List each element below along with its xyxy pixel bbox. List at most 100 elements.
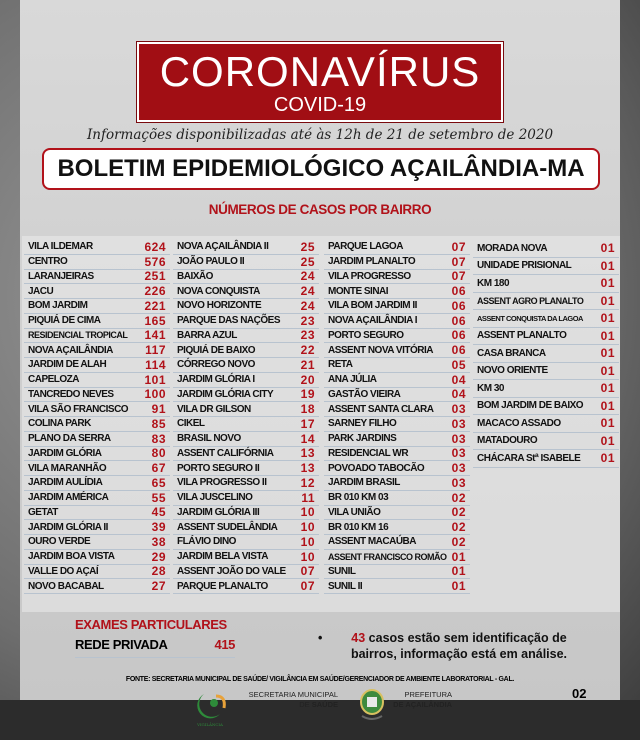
case-count: 01 (451, 579, 466, 594)
case-count: 02 (451, 520, 466, 535)
banner-title: CORONAVÍRUS (159, 48, 481, 95)
case-count: 01 (600, 293, 615, 308)
note-number: 43 (351, 631, 366, 645)
exames-title: EXAMES PARTICULARES (75, 617, 227, 632)
table-row: JACU 226 (24, 284, 170, 299)
table-row: VILA DR GILSON 18 (173, 402, 319, 417)
cases-table: VILA ILDEMAR 624 CENTRO 576 LARANJEIRAS 251 JA… (22, 236, 620, 612)
neighborhood-name: VILA MARANHÃO (28, 462, 107, 474)
table-row: ASSENT CONQUISTA DA LAGOA 01 (473, 310, 619, 328)
table-column-2: NOVA AÇAILÂNDIA II 25 JOÃO PAULO II 25 BAIXÃ… (173, 240, 319, 594)
table-row: PIQUIÁ DE CIMA 165 (24, 314, 170, 329)
neighborhood-name: VILA ILDEMAR (28, 241, 93, 253)
case-count: 141 (144, 328, 166, 343)
neighborhood-name: VILA PROGRESSO II (177, 477, 267, 489)
table-row: SUNIL 01 (324, 564, 470, 580)
case-count: 17 (300, 416, 315, 431)
neighborhood-name: BAIXÃO (177, 270, 213, 282)
table-column-4: MORADA NOVA 01 UNIDADE PRISIONAL 01 KM 180 01… (473, 240, 619, 468)
table-row: SARNEY FILHO 03 (324, 417, 470, 432)
case-count: 24 (300, 284, 315, 299)
table-row: VALLE DO AÇAÍ 28 (24, 564, 170, 580)
rede-privada-label: REDE PRIVADA (75, 637, 168, 652)
vigilancia-logo-icon: VIGILÂNCIA (196, 694, 226, 727)
case-count: 11 (301, 490, 315, 505)
table-column-1: VILA ILDEMAR 624 CENTRO 576 LARANJEIRAS 251 JA… (24, 240, 170, 594)
table-row: ANA JÚLIA 04 (324, 373, 470, 388)
table-row: ASSENT FRANCISCO ROMÃO 01 (324, 550, 470, 565)
case-count: 03 (451, 461, 466, 476)
table-row: BR 010 KM 03 02 (324, 491, 470, 506)
neighborhood-name: NOVA AÇAILÂNDIA (28, 344, 113, 356)
case-count: 01 (600, 451, 615, 466)
bottom-band (0, 700, 640, 740)
section-title: NÚMEROS DE CASOS POR BAIRRO (208, 202, 432, 217)
case-count: 01 (600, 363, 615, 378)
case-count: 01 (600, 328, 615, 343)
table-row: MACACO ASSADO 01 (473, 415, 619, 433)
table-row: ASSENT SANTA CLARA 03 (324, 402, 470, 417)
table-row: JOÃO PAULO II 25 (173, 255, 319, 270)
table-row: NOVO BACABAL 27 (24, 579, 170, 594)
neighborhood-name: ASSENT CONQUISTA DA LAGOA (477, 313, 583, 323)
table-row: GETAT 45 (24, 505, 170, 521)
case-count: 10 (300, 520, 315, 535)
neighborhood-name: MATADOURO (477, 435, 538, 447)
secretaria-line1: SECRETARIA MUNICIPAL (248, 690, 338, 699)
page-number: 02 (572, 686, 587, 701)
table-row: CIKEL 17 (173, 417, 319, 432)
neighborhood-name: UNIDADE PRISIONAL (477, 260, 572, 272)
case-count: 03 (451, 431, 466, 446)
case-count: 01 (600, 241, 615, 256)
table-row: JARDIM AULÍDIA 65 (24, 476, 170, 491)
case-count: 65 (151, 475, 166, 490)
case-count: 01 (600, 258, 615, 273)
table-row: VILA JUSCELINO 11 (173, 491, 319, 506)
neighborhood-name: RESIDENCIAL WR (328, 447, 409, 459)
table-row: LARANJEIRAS 251 (24, 269, 170, 285)
neighborhood-name: SUNIL II (328, 580, 363, 592)
case-count: 07 (300, 564, 315, 579)
case-count: 221 (144, 298, 166, 313)
case-count: 07 (451, 254, 466, 269)
neighborhood-name: ANA JÚLIA (328, 374, 377, 386)
table-row: NOVA CONQUISTA 24 (173, 284, 319, 299)
case-count: 07 (451, 239, 466, 254)
case-count: 85 (151, 416, 166, 431)
case-count: 02 (451, 505, 466, 520)
case-count: 06 (451, 343, 466, 358)
table-row: PORTO SEGURO 06 (324, 328, 470, 344)
neighborhood-name: PARK JARDINS (328, 433, 397, 445)
unidentified-note: • 43 casos estão sem identificação de ba… (318, 630, 578, 662)
table-row: JARDIM PLANALTO 07 (324, 255, 470, 270)
case-count: 25 (300, 239, 315, 254)
case-count: 55 (151, 490, 166, 505)
table-row: MONTE SINAI 06 (324, 284, 470, 299)
neighborhood-name: KM 180 (477, 277, 510, 289)
case-count: 114 (145, 357, 166, 372)
rede-privada-value: 415 (214, 637, 236, 652)
case-count: 01 (600, 311, 615, 326)
table-row: BARRA AZUL 23 (173, 328, 319, 344)
neighborhood-name: CÓRREGO NOVO (177, 359, 255, 371)
coronavirus-banner: CORONAVÍRUS COVID-19 (136, 41, 504, 123)
case-count: 06 (451, 298, 466, 313)
prefeitura-logo-text: PREFEITURA DE AÇAILÂNDIA (390, 690, 452, 710)
neighborhood-name: KM 30 (477, 382, 504, 394)
case-count: 27 (151, 579, 166, 594)
table-row: CÓRREGO NOVO 21 (173, 358, 319, 373)
table-row: NOVA AÇAILÂNDIA II 25 (173, 240, 319, 255)
case-count: 251 (144, 269, 166, 284)
neighborhood-name: CHÁCARA Stª ISABELE (477, 452, 581, 464)
case-count: 04 (451, 372, 466, 387)
neighborhood-name: JARDIM GLÓRIA (28, 447, 102, 459)
neighborhood-name: BARRA AZUL (177, 329, 237, 341)
table-row: PARK JARDINS 03 (324, 432, 470, 447)
case-count: 576 (144, 254, 166, 269)
neighborhood-name: NOVO BACABAL (28, 580, 104, 592)
case-count: 45 (151, 505, 166, 520)
table-row: ASSENT JOÃO DO VALE 07 (173, 564, 319, 580)
neighborhood-name: MORADA NOVA (477, 242, 548, 254)
neighborhood-name: OURO VERDE (28, 536, 91, 548)
table-row: ASSENT AGRO PLANALTO 01 (473, 293, 619, 310)
